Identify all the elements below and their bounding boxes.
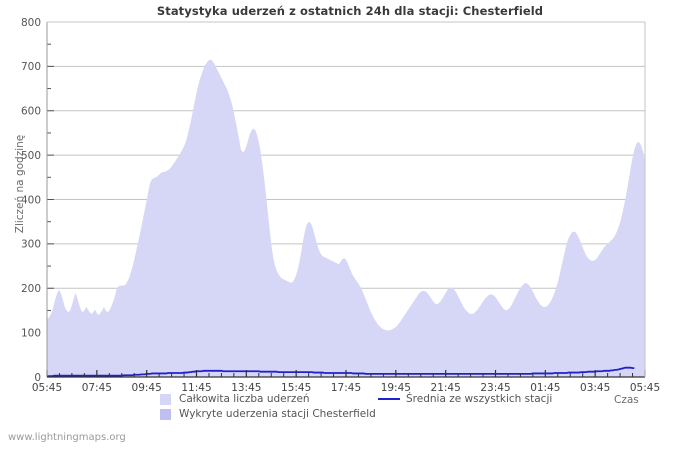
svg-text:03:45: 03:45 (580, 382, 610, 394)
svg-text:05:45: 05:45 (32, 382, 62, 394)
svg-text:15:45: 15:45 (281, 382, 311, 394)
svg-text:19:45: 19:45 (381, 382, 411, 394)
svg-text:500: 500 (21, 150, 41, 162)
legend-swatch-station (160, 408, 171, 420)
svg-text:700: 700 (21, 61, 41, 73)
chart-title: Statystyka uderzeń z ostatnich 24h dla s… (156, 4, 544, 18)
svg-text:07:45: 07:45 (82, 382, 112, 394)
legend-swatch-total (160, 393, 171, 405)
legend-item-station: Wykryte uderzenia stacji Chesterfield (160, 408, 376, 420)
svg-text:13:45: 13:45 (231, 382, 261, 394)
svg-text:600: 600 (21, 106, 41, 118)
svg-text:400: 400 (21, 194, 41, 206)
legend-label-station: Wykryte uderzenia stacji Chesterfield (179, 408, 376, 420)
legend-label-total: Całkowita liczba uderzeń (179, 393, 310, 405)
legend-label-average: Średnia ze wszystkich stacji (406, 393, 553, 405)
svg-text:300: 300 (21, 239, 41, 251)
legend-item-average: Średnia ze wszystkich stacji (378, 393, 552, 405)
legend-line-average (378, 398, 400, 400)
svg-text:800: 800 (21, 17, 41, 29)
chart-legend: Całkowita liczba uderzeń Wykryte uderzen… (0, 393, 700, 423)
legend-item-total: Całkowita liczba uderzeń (160, 393, 310, 405)
svg-text:100: 100 (21, 327, 41, 339)
svg-text:200: 200 (21, 283, 41, 295)
svg-text:05:45: 05:45 (630, 382, 660, 394)
svg-text:23:45: 23:45 (480, 382, 510, 394)
footer-attribution: www.lightningmaps.org (8, 432, 126, 443)
svg-text:21:45: 21:45 (431, 382, 461, 394)
x-axis-title: Czas (614, 394, 639, 406)
svg-text:01:45: 01:45 (530, 382, 560, 394)
svg-text:17:45: 17:45 (331, 382, 361, 394)
svg-text:0: 0 (34, 372, 41, 384)
svg-text:09:45: 09:45 (132, 382, 162, 394)
svg-text:11:45: 11:45 (181, 382, 211, 394)
